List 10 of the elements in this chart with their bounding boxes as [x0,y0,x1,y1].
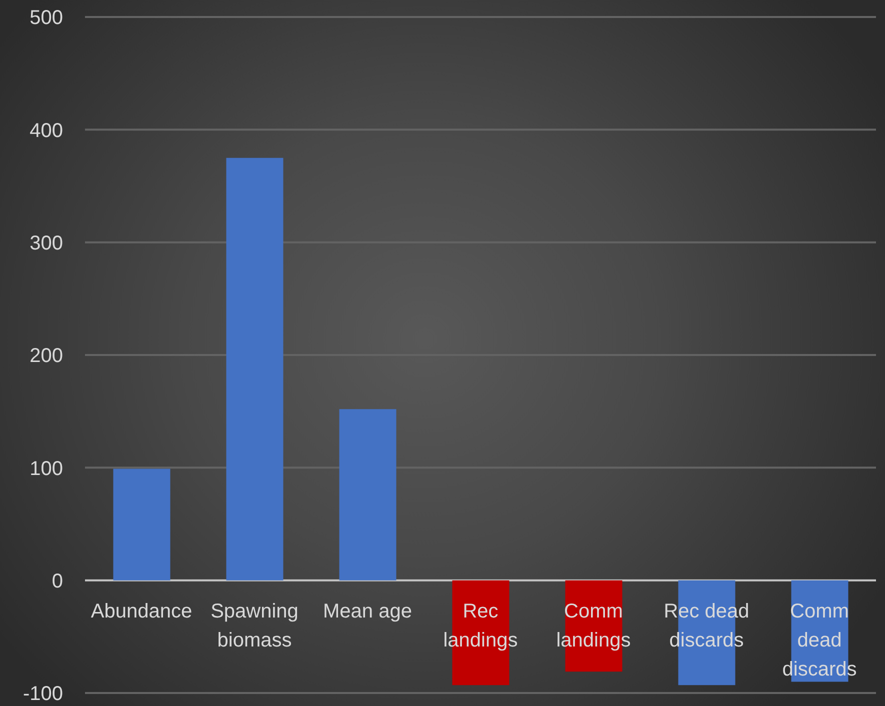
y-tick-label: 100 [30,458,63,480]
x-tick-label: Spawning biomass [210,600,298,652]
y-tick-label: 200 [30,345,63,368]
y-tick-label: 400 [30,120,63,142]
x-tick-label: Abundance [90,600,192,622]
y-tick-label: -100 [22,683,63,706]
y-tick-label: 500 [30,7,63,30]
x-tick-label: Mean age [323,600,412,622]
y-tick-label: 300 [30,232,63,254]
y-tick-label: 0 [52,570,63,592]
